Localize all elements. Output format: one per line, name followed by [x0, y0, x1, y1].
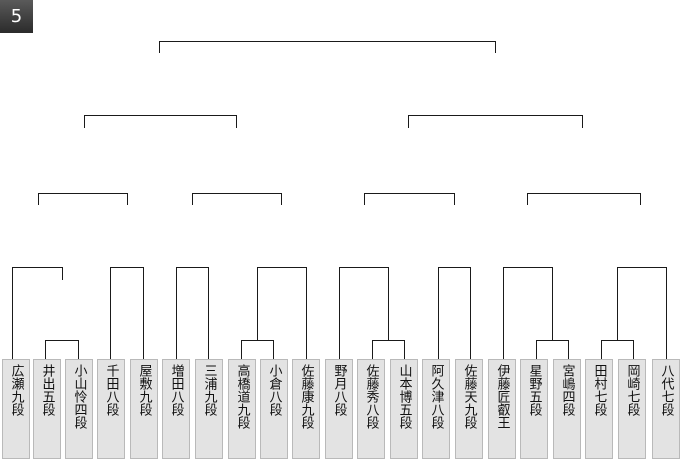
bracket-match-masuda-miura	[176, 267, 209, 359]
player-box[interactable]: 三浦九段	[195, 359, 223, 459]
player-name: 野月八段	[331, 364, 347, 416]
player-name: 佐藤天九段	[461, 364, 477, 429]
player-box[interactable]: 井出五段	[33, 359, 61, 459]
bracket-match-tamura-okazaki	[601, 340, 634, 359]
player-name: 阿久津八段	[428, 364, 444, 429]
player-name: 広瀬九段	[8, 364, 24, 416]
player-name: 山本博五段	[396, 364, 412, 429]
bracket-match-takahashi-ogura	[241, 340, 274, 359]
player-name: 千田八段	[103, 364, 119, 416]
page-number-badge: 5	[0, 0, 33, 33]
bracket-qf-4	[527, 193, 641, 205]
bracket-qf-1	[38, 193, 128, 205]
player-box[interactable]: 広瀬九段	[2, 359, 30, 459]
bracket-match-akutsu-satoten	[438, 267, 471, 359]
bracket-match-chida-yashiki	[110, 267, 144, 359]
bracket-match-hoshino-miyajima	[536, 340, 569, 359]
player-name: 星野五段	[526, 364, 542, 416]
player-name: 三浦九段	[201, 364, 217, 416]
bracket-match-r2-yashiro	[617, 267, 667, 359]
player-box[interactable]: 千田八段	[97, 359, 125, 459]
player-name: 小山怜四段	[71, 364, 87, 429]
player-box[interactable]: 佐藤天九段	[455, 359, 483, 459]
bracket-sf-1	[84, 115, 237, 128]
bracket-match-hirose-r2	[12, 267, 63, 359]
player-box[interactable]: 小倉八段	[260, 359, 288, 459]
bracket-qf-3	[364, 193, 455, 205]
player-box[interactable]: 野月八段	[325, 359, 353, 459]
bracket-match-nozuki-r2	[339, 267, 389, 359]
player-box[interactable]: 岡崎七段	[618, 359, 646, 459]
player-name: 佐藤秀八段	[363, 364, 379, 429]
player-name: 小倉八段	[266, 364, 282, 416]
player-name: 井出五段	[39, 364, 55, 416]
player-box[interactable]: 宮嶋四段	[553, 359, 581, 459]
player-box[interactable]: 阿久津八段	[422, 359, 450, 459]
player-box[interactable]: 小山怜四段	[65, 359, 93, 459]
player-name: 宮嶋四段	[559, 364, 575, 416]
player-box[interactable]: 屋敷九段	[130, 359, 158, 459]
player-name: 増田八段	[168, 364, 184, 416]
bracket-match-satohide-yamamoto	[372, 340, 405, 359]
player-name: 伊藤匠叡王	[494, 364, 510, 429]
player-box[interactable]: 伊藤匠叡王	[488, 359, 516, 459]
player-name: 屋敷九段	[136, 364, 152, 416]
player-box[interactable]: 山本博五段	[390, 359, 418, 459]
player-name: 高橋道九段	[234, 364, 250, 429]
player-name: 佐藤康九段	[298, 364, 314, 429]
player-name: 田村七段	[591, 364, 607, 416]
bracket-match-ide-koyama	[45, 340, 79, 359]
player-box[interactable]: 佐藤康九段	[292, 359, 320, 459]
bracket-match-ito-r2	[503, 267, 553, 359]
player-box[interactable]: 八代七段	[652, 359, 680, 459]
bracket-qf-2	[192, 193, 282, 205]
bracket-match-r2-sato-yasu	[257, 267, 307, 359]
player-name: 岡崎七段	[624, 364, 640, 416]
player-box[interactable]: 田村七段	[585, 359, 613, 459]
player-box[interactable]: 増田八段	[162, 359, 190, 459]
player-name: 八代七段	[658, 364, 674, 416]
player-box[interactable]: 星野五段	[520, 359, 548, 459]
player-box[interactable]: 高橋道九段	[228, 359, 256, 459]
bracket-final	[159, 41, 496, 53]
bracket-sf-2	[408, 115, 583, 128]
player-box[interactable]: 佐藤秀八段	[357, 359, 385, 459]
